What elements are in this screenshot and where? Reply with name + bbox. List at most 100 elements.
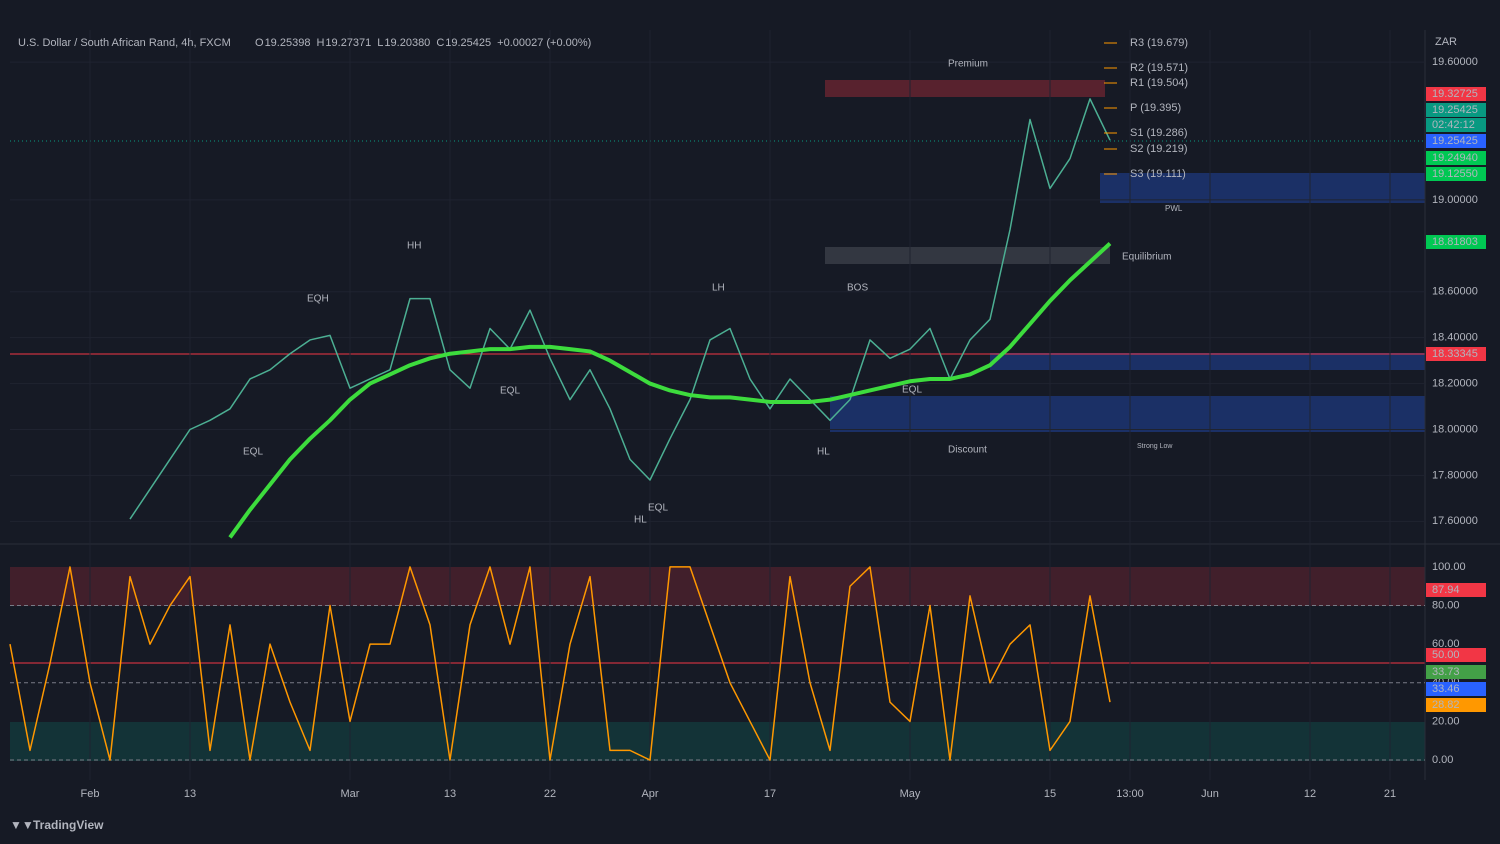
y-tick-label: 60.00 <box>1432 638 1460 650</box>
annotation: EQL <box>243 447 263 458</box>
price-badge <box>1426 235 1486 249</box>
y-tick-label: 18.40000 <box>1432 332 1478 344</box>
pivot-label: S3 (19.111) <box>1130 168 1186 180</box>
pivot-label: R2 (19.571) <box>1130 62 1188 74</box>
price-badge-text: 19.12550 <box>1432 168 1478 180</box>
ohlc: O 19.25398 H 19.27371 L 19.20380 C 19.25425 +0.0… <box>255 37 591 49</box>
series-line <box>9 566 1111 761</box>
annotation: Equilibrium <box>1122 252 1171 263</box>
y-tick-label: 17.60000 <box>1432 515 1478 527</box>
x-tick-label: 13:00 <box>1116 788 1144 800</box>
annotation: HL <box>634 515 647 526</box>
ohlc-item: O <box>255 37 264 49</box>
ohlc-item: 19.27371 <box>325 37 371 49</box>
y-tick-label: 100.00 <box>1432 561 1466 573</box>
pivot-label: P (19.395) <box>1130 102 1181 114</box>
x-tick-label: Feb <box>81 788 100 800</box>
price-badge-text: 19.25425 <box>1432 104 1478 116</box>
annotation: EQL <box>500 386 520 397</box>
pivot-label: S1 (19.286) <box>1130 127 1187 139</box>
premium-zone <box>825 80 1105 97</box>
price-badge-text: 33.46 <box>1432 683 1460 695</box>
x-tick-label: 21 <box>1384 788 1396 800</box>
y-tick-label: 19.00000 <box>1432 194 1478 206</box>
overbought-zone <box>10 567 1425 606</box>
annotation: Premium <box>948 59 988 70</box>
ob-zone <box>1100 173 1425 203</box>
y-tick-label: 18.60000 <box>1432 286 1478 298</box>
price-badge <box>1426 134 1486 148</box>
annotation: Strong Low <box>1137 443 1173 450</box>
price-badge <box>1426 583 1486 597</box>
annotation: EQL <box>648 503 668 514</box>
x-tick-label: Mar <box>341 788 360 800</box>
price-badge <box>1426 151 1486 165</box>
ob-zone <box>830 396 1425 432</box>
price-badge <box>1426 682 1486 696</box>
annotation: HH <box>407 241 421 252</box>
price-badge-text: 18.33345 <box>1432 348 1478 360</box>
x-tick-label: 22 <box>544 788 556 800</box>
ohlc-item: +0.00027 (+0.00%) <box>497 37 591 49</box>
price-badge-text: 28.82 <box>1432 699 1460 711</box>
series-line <box>129 98 1111 520</box>
logo-icon: ▼▼ <box>10 818 34 832</box>
price-badge <box>1426 87 1486 101</box>
y-tick-label: 17.80000 <box>1432 469 1478 481</box>
annotation: EQH <box>307 294 329 305</box>
price-badge-text: 19.32725 <box>1432 88 1478 100</box>
y-tick-label: 18.20000 <box>1432 377 1478 389</box>
y-tick-label: 19.60000 <box>1432 56 1478 68</box>
y-tick-label: 80.00 <box>1432 599 1460 611</box>
annotation: EQL <box>902 385 922 396</box>
price-badge-text: 18.81803 <box>1432 236 1478 248</box>
ohlc-item: 19.20380 <box>384 37 430 49</box>
currency: ZAR <box>1435 36 1457 48</box>
price-pane: 17.60000 17.80000 18.00000 18.20000 18.40000… <box>10 30 1478 800</box>
x-tick-label: Jun <box>1201 788 1219 800</box>
ohlc-item: H <box>316 37 324 49</box>
price-badge <box>1426 167 1486 181</box>
price-badge <box>1426 665 1486 679</box>
pivot-label: S2 (19.219) <box>1130 143 1187 155</box>
annotation: PWL <box>1165 204 1183 213</box>
x-tick-label: 13 <box>444 788 456 800</box>
price-badge-text: 02:42:12 <box>1432 119 1475 131</box>
price-badge-text: 19.24940 <box>1432 152 1478 164</box>
price-badge-text: 50.00 <box>1432 649 1460 661</box>
y-tick-label: 18.00000 <box>1432 423 1478 435</box>
ohlc-item: 19.25398 <box>265 37 311 49</box>
x-tick-label: Apr <box>641 788 658 800</box>
equilibrium-zone <box>825 247 1110 264</box>
price-badge <box>1426 347 1486 361</box>
x-tick-label: May <box>900 788 921 800</box>
ohlc-item: L <box>377 37 383 49</box>
price-badge <box>1426 698 1486 712</box>
price-badge <box>1426 103 1486 117</box>
symbol: U.S. Dollar / South African Rand, 4h, FX… <box>18 37 231 49</box>
x-tick-label: 15 <box>1044 788 1056 800</box>
ohlc-item: 19.25425 <box>445 37 491 49</box>
price-badge <box>1426 648 1486 662</box>
price-badge-text: 87.94 <box>1432 584 1460 596</box>
series-line <box>228 242 1112 539</box>
price-badge-text: 19.25425 <box>1432 135 1478 147</box>
x-tick-label: 13 <box>184 788 196 800</box>
annotation: HL <box>817 447 830 458</box>
oversold-zone <box>10 722 1425 761</box>
footer-logo: TradingView <box>33 818 104 832</box>
x-tick-label: 12 <box>1304 788 1316 800</box>
annotation: LH <box>712 283 725 294</box>
ob-zone <box>990 353 1425 370</box>
x-tick-label: 17 <box>764 788 776 800</box>
y-tick-label: 20.00 <box>1432 715 1460 727</box>
y-tick-label: 0.00 <box>1432 754 1453 766</box>
annotation: BOS <box>847 283 868 294</box>
pivot-label: R3 (19.679) <box>1130 37 1188 49</box>
price-badge <box>1426 118 1486 132</box>
ohlc-item: C <box>436 37 444 49</box>
pivot-label: R1 (19.504) <box>1130 77 1188 89</box>
price-badge-text: 33.73 <box>1432 666 1460 678</box>
